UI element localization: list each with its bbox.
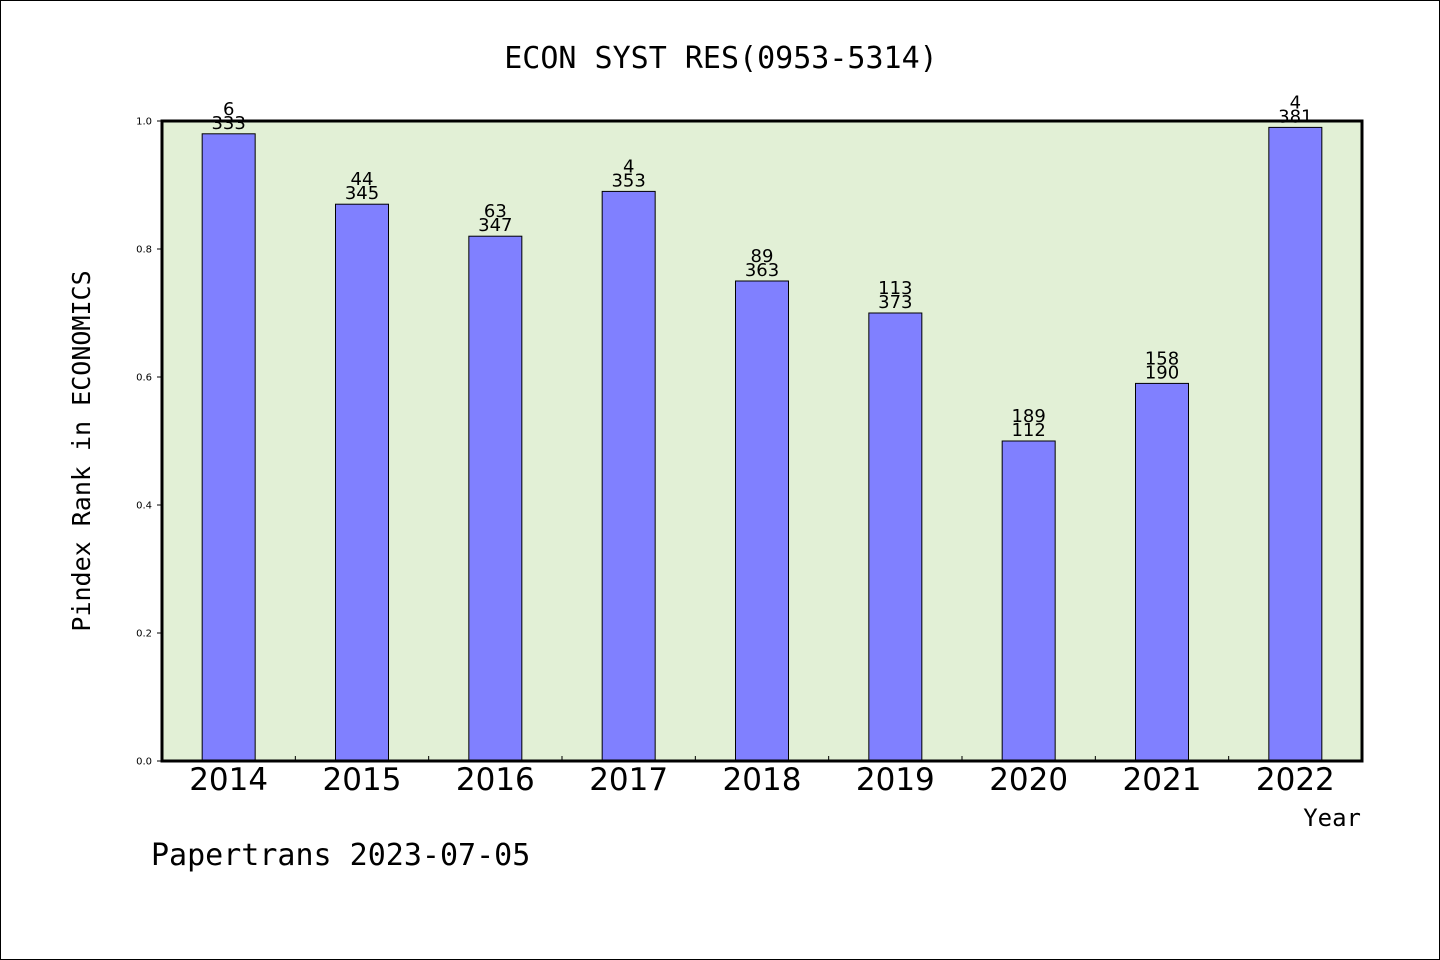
rank-label-2018: 89: [751, 246, 774, 267]
x-axis-label: Year: [1303, 804, 1361, 832]
x-tick-label-2015: 2015: [323, 762, 402, 798]
x-tick-label-2018: 2018: [723, 762, 802, 798]
x-axis: 2014 2015 2016 2017 2018 2019 2020 2021 2022: [189, 756, 1335, 798]
total-label-2019: 373: [878, 292, 912, 313]
bar-2017: [601, 190, 656, 762]
y-tick-label: 1.0: [136, 117, 152, 128]
plot-border: [160, 119, 1364, 763]
total-label-2020: 112: [1011, 420, 1045, 441]
total-label-2014: 333: [211, 113, 245, 134]
x-tick-label-2017: 2017: [589, 762, 668, 798]
y-tick-label: 0.6: [136, 373, 152, 384]
bar-2021: [1135, 382, 1189, 762]
x-tick-label-2014: 2014: [189, 762, 268, 798]
rank-label-2015: 44: [351, 169, 374, 190]
y-tick-label: 0.0: [136, 757, 152, 768]
rank-label-2019: 113: [878, 278, 912, 299]
bar-2018: [735, 280, 789, 762]
bar-2022: [1268, 126, 1323, 762]
rank-label-2017: 4: [623, 156, 634, 177]
total-label-2016: 347: [478, 215, 512, 236]
x-tick-label-2021: 2021: [1123, 762, 1202, 798]
bars-layer: 6333443456334743538936311337318911215819…: [201, 92, 1323, 762]
footer-credit: Papertrans 2023-07-05: [151, 838, 530, 873]
bar-2014: [201, 133, 256, 762]
total-label-2018: 363: [745, 260, 779, 281]
x-tick-label-2016: 2016: [456, 762, 535, 798]
y-tick-label: 0.8: [136, 245, 152, 256]
rank-label-2022: 4: [1290, 92, 1301, 113]
rank-label-2016: 63: [484, 201, 507, 222]
x-tick-label-2022: 2022: [1256, 762, 1335, 798]
y-axis: 0.0 0.2 0.4 0.6 0.8 1.0: [136, 117, 162, 768]
total-label-2015: 345: [345, 183, 379, 204]
y-axis-label: Pindex Rank in ECONOMICS: [67, 270, 96, 631]
x-tick-label-2019: 2019: [856, 762, 935, 798]
total-label-2017: 353: [611, 170, 645, 191]
y-tick-label: 0.4: [136, 501, 152, 512]
rank-label-2021: 158: [1145, 348, 1179, 369]
y-tick-label: 0.2: [136, 629, 152, 640]
bar-2016: [468, 235, 523, 762]
total-label-2022: 381: [1278, 106, 1312, 127]
rank-label-2020: 189: [1011, 406, 1045, 427]
bar-2019: [868, 312, 923, 762]
chart-title: ECON SYST RES(0953-5314): [504, 41, 937, 76]
total-label-2021: 190: [1145, 362, 1179, 383]
bar-2020: [1001, 440, 1056, 762]
rank-label-2014: 6: [223, 99, 234, 120]
x-tick-label-2020: 2020: [989, 762, 1068, 798]
bar-2015: [335, 203, 389, 762]
